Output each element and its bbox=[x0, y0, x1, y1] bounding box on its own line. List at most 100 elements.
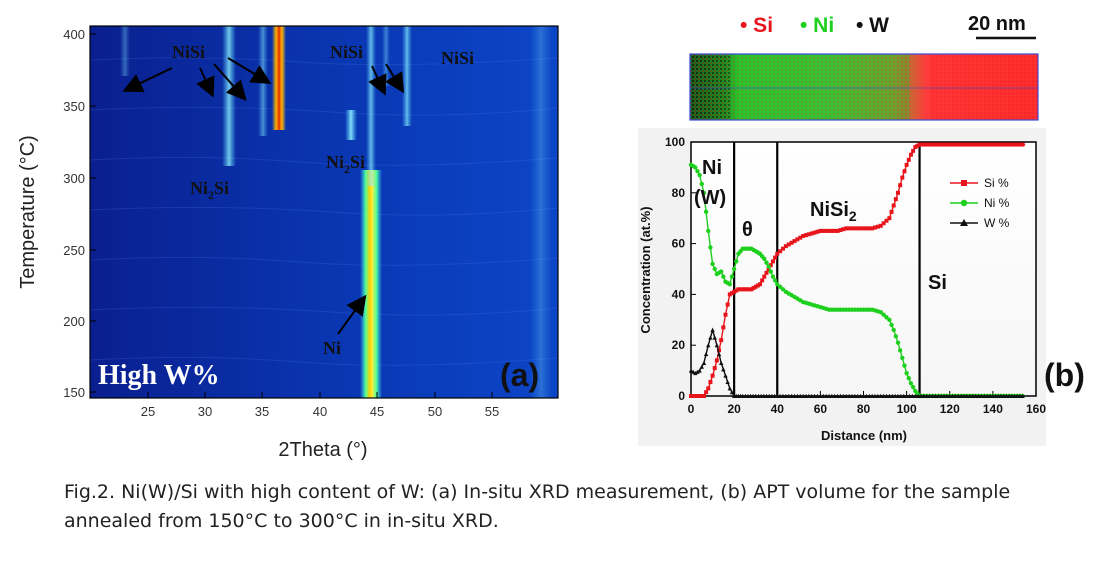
series-point-ni bbox=[742, 246, 748, 251]
apt-x-tick-label: 0 bbox=[688, 402, 695, 416]
series-point-si bbox=[904, 162, 909, 167]
series-point-si bbox=[729, 291, 734, 296]
series-point-w bbox=[918, 393, 924, 398]
series-point-si bbox=[963, 142, 968, 147]
series-point-w bbox=[823, 393, 829, 398]
ni2si-spot bbox=[345, 110, 357, 140]
series-line-si bbox=[691, 143, 1026, 397]
series-point-ni bbox=[729, 274, 735, 279]
series-point-si bbox=[721, 325, 726, 330]
series-point-ni bbox=[780, 287, 786, 292]
series-point-w bbox=[706, 343, 711, 348]
series-point-w bbox=[838, 393, 843, 398]
series-point-ni bbox=[966, 393, 971, 399]
series-point-si bbox=[693, 394, 698, 398]
annotation-nisi-2: NiSi bbox=[330, 42, 363, 62]
series-point-si bbox=[742, 287, 747, 292]
series-point-w bbox=[761, 393, 766, 398]
series-point-w bbox=[950, 393, 955, 398]
series-point-ni bbox=[701, 190, 707, 195]
series-point-w bbox=[924, 393, 929, 398]
series-point-si bbox=[958, 142, 963, 147]
series-point-si bbox=[806, 232, 811, 237]
series-point-si bbox=[723, 312, 728, 317]
series-point-ni bbox=[858, 307, 863, 312]
series-point-si bbox=[933, 142, 938, 147]
series-point-ni bbox=[927, 393, 932, 399]
series-point-ni bbox=[832, 307, 837, 312]
series-point-w bbox=[777, 393, 783, 398]
series-point-w bbox=[869, 393, 875, 398]
series-point-w bbox=[930, 393, 935, 398]
series-point-w bbox=[846, 393, 852, 398]
series-point-ni bbox=[917, 393, 922, 399]
series-point-w bbox=[867, 393, 872, 398]
series-point-w bbox=[996, 393, 1001, 398]
series-point-w bbox=[800, 393, 806, 398]
corner-text-high-w: High W% bbox=[98, 360, 220, 391]
series-point-si bbox=[852, 226, 857, 231]
series-point-ni bbox=[795, 296, 800, 301]
series-point-ni bbox=[693, 165, 698, 170]
edge-streak bbox=[530, 26, 552, 398]
series-point-w bbox=[723, 373, 728, 378]
xrd-y-tick-label: 150 bbox=[63, 385, 85, 400]
annotation-nisi-1: NiSi bbox=[172, 42, 205, 62]
series-point-ni bbox=[749, 246, 754, 251]
xrd-y-tick-label: 400 bbox=[63, 27, 85, 42]
series-point-si bbox=[873, 225, 877, 230]
series-point-si bbox=[847, 226, 852, 231]
series-point-w bbox=[898, 393, 904, 398]
series-point-ni bbox=[974, 393, 979, 399]
series-point-w bbox=[795, 393, 800, 398]
series-point-ni bbox=[963, 393, 969, 399]
apt-x-axis-label: Distance (nm) bbox=[821, 428, 907, 443]
series-point-si bbox=[861, 226, 866, 231]
series-point-w bbox=[729, 389, 735, 395]
series-point-si bbox=[878, 223, 883, 228]
series-point-ni bbox=[747, 246, 752, 251]
series-point-ni bbox=[844, 307, 849, 312]
series-point-ni bbox=[838, 307, 843, 312]
apt-y-tick-label: 60 bbox=[672, 237, 686, 251]
series-point-w bbox=[708, 335, 713, 340]
region-label-nisi2: NiSi2 bbox=[810, 199, 857, 224]
series-point-si bbox=[977, 142, 982, 147]
series-point-si bbox=[858, 226, 863, 231]
series-point-w bbox=[731, 393, 737, 398]
xrd-y-tick-label: 300 bbox=[63, 171, 85, 186]
series-point-w bbox=[727, 386, 733, 391]
series-point-w bbox=[984, 393, 990, 398]
series-point-ni bbox=[792, 294, 797, 300]
series-point-ni bbox=[864, 307, 869, 312]
series-point-si bbox=[838, 228, 843, 233]
series-point-si bbox=[751, 286, 756, 291]
annotation-ni2si-2: Ni2Si bbox=[326, 152, 365, 176]
series-point-w bbox=[944, 393, 950, 398]
series-point-ni bbox=[846, 307, 852, 312]
series-point-w bbox=[938, 393, 944, 398]
series-point-si bbox=[1015, 142, 1020, 147]
series-point-ni bbox=[867, 307, 872, 312]
series-point-ni bbox=[884, 315, 889, 320]
apt-volume-frame bbox=[689, 53, 1039, 121]
series-point-si bbox=[766, 267, 771, 271]
series-point-si bbox=[947, 142, 952, 147]
series-point-w bbox=[783, 393, 789, 398]
series-point-w bbox=[921, 393, 927, 398]
series-point-si bbox=[734, 288, 739, 293]
apt-x-tick-label: 80 bbox=[857, 402, 871, 416]
series-point-w bbox=[904, 393, 909, 398]
series-point-ni bbox=[998, 393, 1004, 399]
series-point-ni bbox=[744, 246, 750, 251]
series-point-ni bbox=[908, 381, 914, 386]
xrd-y-tick-label: 250 bbox=[63, 243, 85, 258]
series-point-ni bbox=[1009, 393, 1014, 399]
series-point-si bbox=[719, 338, 724, 343]
series-point-w bbox=[750, 393, 756, 398]
series-point-w bbox=[809, 393, 814, 398]
apt-y-tick-label: 40 bbox=[672, 287, 686, 301]
series-point-si bbox=[704, 390, 709, 395]
series-point-si bbox=[775, 251, 780, 256]
series-point-w bbox=[766, 393, 772, 398]
